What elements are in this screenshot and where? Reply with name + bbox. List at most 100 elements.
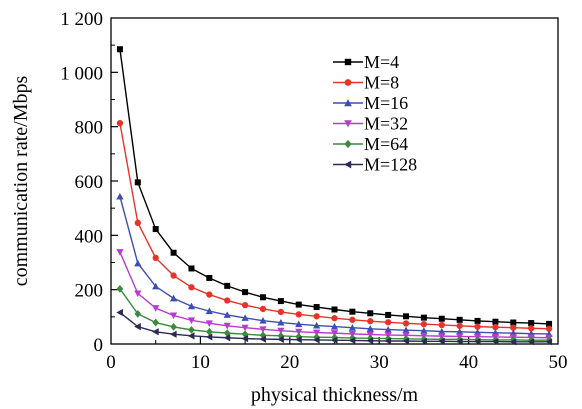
data-point-m-16 — [295, 320, 303, 328]
data-point-m-16 — [330, 323, 339, 330]
x-axis-title: physical thickness/m — [251, 384, 419, 406]
x-tick-label: 10 — [191, 352, 210, 373]
data-point-m-8 — [295, 311, 302, 318]
data-point-m-128 — [509, 338, 517, 346]
data-point-m-4 — [510, 319, 517, 326]
data-point-m-16 — [187, 302, 196, 310]
data-point-m-8 — [420, 321, 428, 328]
y-tick-label: 800 — [75, 118, 104, 139]
data-point-m-32 — [223, 322, 231, 330]
series-line-m-16 — [119, 196, 550, 335]
data-point-m-128 — [384, 337, 392, 345]
legend-entry-m-64: M=64 — [333, 134, 408, 154]
chart-series — [116, 46, 553, 346]
data-point-m-64 — [188, 325, 195, 334]
legend-entry-m-32: M=32 — [333, 114, 408, 134]
data-point-m-4 — [367, 310, 374, 317]
data-point-m-4 — [331, 306, 338, 313]
data-point-m-4 — [206, 274, 213, 281]
data-point-m-64 — [277, 331, 285, 340]
data-point-m-8 — [349, 316, 356, 323]
x-tick-label: 20 — [280, 352, 299, 373]
data-point-m-128 — [330, 336, 338, 344]
data-point-m-16 — [259, 317, 267, 324]
data-point-m-16 — [277, 318, 285, 326]
data-point-m-16 — [456, 328, 464, 335]
data-point-m-8 — [545, 325, 553, 332]
series-m-16 — [116, 192, 553, 337]
data-point-m-4 — [188, 265, 195, 272]
data-point-m-4 — [474, 317, 481, 324]
data-point-m-128 — [420, 337, 427, 345]
data-point-m-16 — [134, 259, 142, 267]
data-point-m-8 — [367, 318, 374, 325]
data-point-m-128 — [187, 332, 195, 340]
data-point-m-128 — [205, 333, 213, 341]
legend-marker-m-32 — [344, 120, 352, 128]
data-point-m-8 — [170, 272, 177, 279]
data-point-m-4 — [152, 226, 159, 233]
data-point-m-16 — [438, 327, 446, 335]
data-point-m-64 — [170, 322, 177, 331]
data-point-m-128 — [277, 335, 284, 343]
y-tick-label: 400 — [75, 226, 104, 247]
data-point-m-128 — [259, 335, 266, 343]
data-point-m-32 — [187, 317, 196, 324]
data-point-m-4 — [242, 289, 249, 296]
x-tick-label: 30 — [370, 352, 389, 373]
data-point-m-128 — [456, 337, 463, 346]
data-point-m-16 — [384, 326, 392, 333]
x-tick-label: 40 — [459, 352, 478, 373]
data-point-m-8 — [152, 254, 159, 262]
data-point-m-4 — [313, 304, 320, 311]
data-point-m-4 — [403, 313, 410, 320]
data-point-m-8 — [438, 321, 445, 329]
data-point-m-128 — [366, 337, 374, 345]
legend-label-m-32: M=32 — [364, 114, 408, 134]
data-point-m-32 — [134, 290, 142, 298]
legend-label-m-4: M=4 — [364, 52, 399, 72]
x-tick-label: 0 — [106, 352, 116, 373]
data-point-m-32 — [152, 305, 160, 312]
y-tick-label: 0 — [94, 335, 104, 356]
data-point-m-4 — [134, 179, 141, 186]
series-m-4 — [116, 46, 553, 327]
y-axis-title: communication rate/Mbps — [10, 76, 32, 287]
data-point-m-8 — [206, 291, 213, 298]
data-point-m-16 — [152, 282, 160, 290]
data-point-m-16 — [313, 321, 321, 329]
data-point-m-4 — [277, 298, 284, 305]
legend-marker-m-4 — [344, 58, 352, 66]
chart-legend: M=4M=8M=16M=32M=64M=128 — [333, 52, 417, 175]
legend-marker-m-64 — [344, 139, 352, 149]
series-line-m-8 — [119, 123, 550, 330]
data-point-m-32 — [205, 320, 213, 327]
data-point-m-16 — [169, 294, 178, 302]
data-point-m-4 — [259, 294, 266, 301]
legend-entry-m-8: M=8 — [333, 73, 399, 93]
plot-frame — [110, 17, 559, 345]
data-point-m-8 — [224, 297, 231, 304]
data-point-m-64 — [116, 284, 124, 293]
series-m-8 — [116, 119, 553, 332]
data-point-m-128 — [527, 338, 535, 346]
legend-entry-m-128: M=128 — [333, 155, 417, 175]
data-point-m-8 — [277, 308, 285, 316]
data-point-m-16 — [366, 325, 374, 332]
data-point-m-16 — [348, 324, 356, 331]
data-point-m-128 — [152, 328, 159, 336]
data-point-m-64 — [152, 318, 159, 327]
y-tick-label: 1 200 — [60, 9, 103, 30]
data-point-m-4 — [224, 282, 231, 289]
data-point-m-8 — [474, 323, 481, 330]
data-point-m-64 — [206, 327, 213, 336]
data-point-m-4 — [546, 320, 553, 327]
data-point-m-16 — [402, 326, 410, 334]
data-point-m-32 — [277, 327, 285, 335]
data-point-m-16 — [241, 314, 249, 321]
legend-marker-m-8 — [344, 79, 352, 86]
data-point-m-32 — [116, 249, 124, 256]
data-point-m-32 — [313, 329, 321, 337]
legend-label-m-64: M=64 — [364, 134, 408, 154]
